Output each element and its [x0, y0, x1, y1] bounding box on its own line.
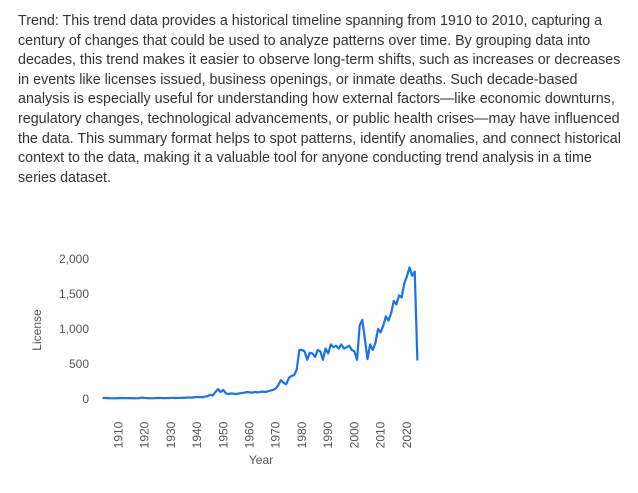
y-tick-label: 1,000: [59, 322, 89, 336]
x-tick-label: 2020: [400, 421, 414, 448]
x-tick-label: 1960: [243, 421, 257, 448]
y-axis-label: License: [30, 309, 44, 351]
y-tick-label: 500: [69, 357, 89, 371]
x-tick-label: 1930: [164, 421, 178, 448]
x-tick-label: 1910: [111, 421, 125, 448]
x-tick-label: 1950: [216, 421, 230, 448]
x-tick-label: 1920: [138, 421, 152, 448]
line: [102, 266, 419, 400]
x-tick-label: 2010: [374, 421, 388, 448]
y-tick-label: 1,500: [59, 287, 89, 301]
chart: 0 500 1,000 1,500 2,000 1910 1920 1930 1940 1950 1…: [30, 252, 419, 467]
x-tick-label: 2000: [347, 421, 361, 448]
x-tick-label: 1970: [269, 421, 283, 448]
x-axis-label: Year: [249, 453, 273, 467]
description: Trend: This trend data provides a histor…: [18, 13, 621, 186]
y-tick-label: 2,000: [59, 252, 89, 266]
x-tick-label: 1990: [321, 421, 335, 448]
y-tick-label: 0: [82, 392, 89, 406]
x-tick-label: 1980: [295, 421, 309, 448]
x-tick-label: 1940: [190, 421, 204, 448]
